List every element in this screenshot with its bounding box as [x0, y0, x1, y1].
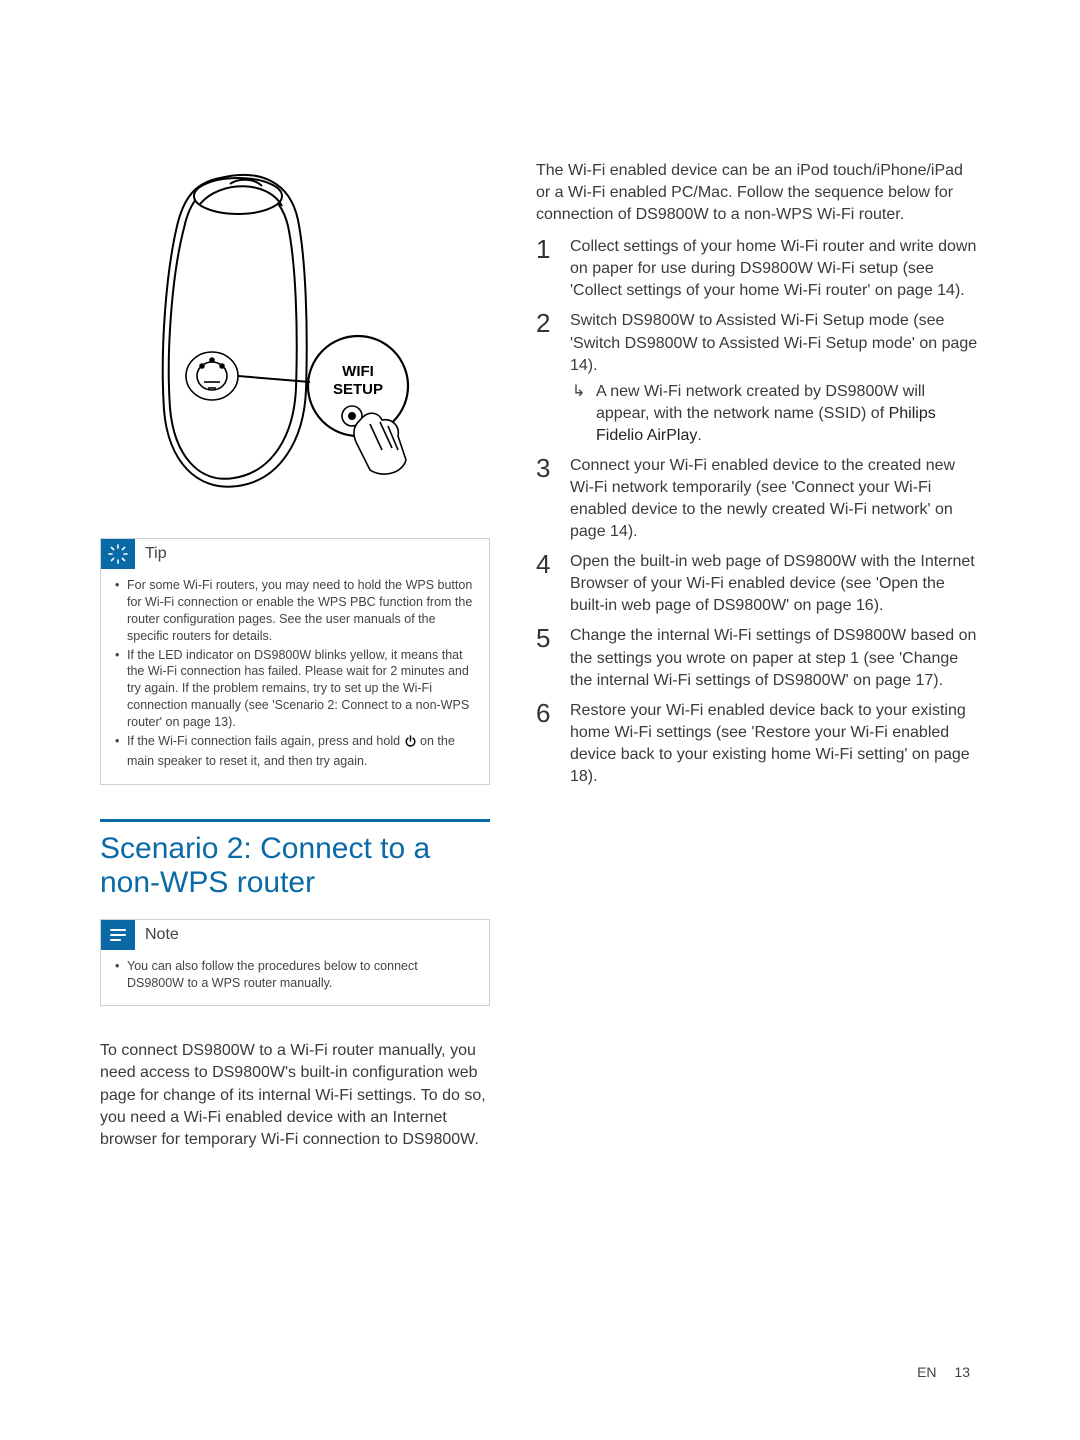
- footer-lang: EN: [917, 1364, 936, 1380]
- tip-box: Tip For some Wi-Fi routers, you may need…: [100, 538, 490, 785]
- step-2: Switch DS9800W to Assisted Wi-Fi Setup m…: [536, 310, 980, 446]
- tip-item-text-a: If the Wi-Fi connection fails again, pre…: [127, 734, 404, 748]
- tip-item: If the LED indicator on DS9800W blinks y…: [115, 647, 475, 731]
- left-column: WIFI SETUP: [100, 160, 490, 1151]
- step-text: Connect your Wi-Fi enabled device to the…: [570, 457, 955, 540]
- step-4: Open the built-in web page of DS9800W wi…: [536, 551, 980, 617]
- note-icon: [101, 920, 135, 950]
- note-title: Note: [145, 926, 179, 944]
- note-header: Note: [101, 920, 489, 950]
- figure-label-1: WIFI: [342, 363, 374, 380]
- left-paragraph: To connect DS9800W to a Wi-Fi router man…: [100, 1040, 490, 1150]
- step-sub-item: A new Wi-Fi network created by DS9800W w…: [570, 381, 980, 447]
- note-box: Note You can also follow the procedures …: [100, 919, 490, 1007]
- right-intro: The Wi-Fi enabled device can be an iPod …: [536, 160, 980, 226]
- step-text: Restore your Wi-Fi enabled device back t…: [570, 702, 970, 785]
- step-sub-after: .: [697, 427, 701, 444]
- page-content: WIFI SETUP: [100, 160, 980, 1151]
- tip-header: Tip: [101, 539, 489, 569]
- step-text: Change the internal Wi-Fi settings of DS…: [570, 627, 976, 688]
- wifi-setup-illustration: WIFI SETUP: [130, 160, 460, 510]
- section-title: Scenario 2: Connect to a non-WPS router: [100, 832, 490, 901]
- speaker-remote-svg: WIFI SETUP: [130, 160, 460, 510]
- tip-item: If the Wi-Fi connection fails again, pre…: [115, 733, 475, 770]
- step-6: Restore your Wi-Fi enabled device back t…: [536, 700, 980, 788]
- step-5: Change the internal Wi-Fi settings of DS…: [536, 625, 980, 691]
- section-rule: [100, 819, 490, 822]
- footer-page: 13: [954, 1364, 970, 1380]
- step-3: Connect your Wi-Fi enabled device to the…: [536, 455, 980, 543]
- step-1: Collect settings of your home Wi-Fi rout…: [536, 236, 980, 302]
- step-text: Switch DS9800W to Assisted Wi-Fi Setup m…: [570, 312, 977, 373]
- note-item: You can also follow the procedures below…: [115, 958, 475, 992]
- page-footer: EN 13: [917, 1364, 970, 1380]
- power-icon: [404, 735, 417, 753]
- step-sub-list: A new Wi-Fi network created by DS9800W w…: [570, 381, 980, 447]
- step-text: Open the built-in web page of DS9800W wi…: [570, 553, 975, 614]
- note-body: You can also follow the procedures below…: [101, 950, 489, 1006]
- tip-title: Tip: [145, 545, 167, 563]
- figure-label-2: SETUP: [333, 381, 383, 398]
- tip-icon: [101, 539, 135, 569]
- tip-body: For some Wi-Fi routers, you may need to …: [101, 569, 489, 784]
- steps-list: Collect settings of your home Wi-Fi rout…: [536, 236, 980, 788]
- right-column: The Wi-Fi enabled device can be an iPod …: [536, 160, 980, 1151]
- tip-item: For some Wi-Fi routers, you may need to …: [115, 577, 475, 645]
- step-sub-text: A new Wi-Fi network created by DS9800W w…: [596, 383, 925, 422]
- step-text: Collect settings of your home Wi-Fi rout…: [570, 238, 976, 299]
